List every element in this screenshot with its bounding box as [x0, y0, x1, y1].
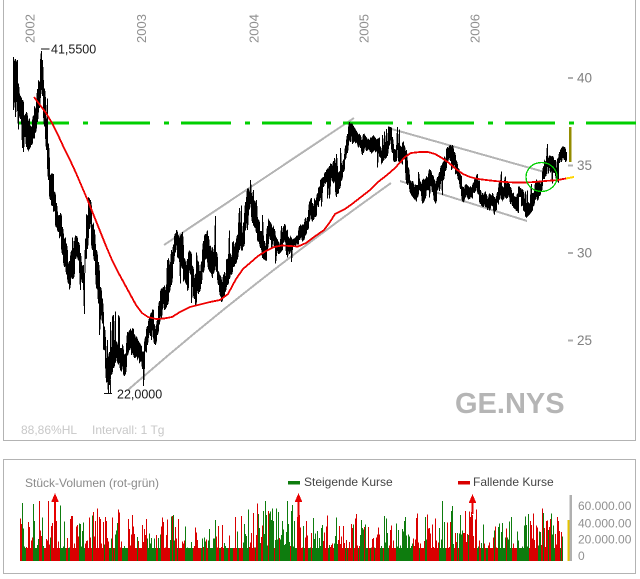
svg-text:Stück-Volumen (rot-grün): Stück-Volumen (rot-grün)	[25, 476, 159, 490]
svg-text:20.000.00: 20.000.00	[578, 533, 632, 547]
svg-text:30: 30	[577, 246, 592, 261]
svg-text:2002: 2002	[23, 14, 38, 43]
svg-text:60.000.00: 60.000.00	[578, 499, 632, 513]
svg-text:40.000.00: 40.000.00	[578, 517, 632, 531]
svg-text:40: 40	[577, 71, 592, 86]
svg-text:88,86%HL: 88,86%HL	[21, 423, 77, 437]
svg-text:0: 0	[578, 549, 585, 563]
svg-text:Steigende Kurse: Steigende Kurse	[304, 475, 393, 489]
svg-text:2004: 2004	[247, 14, 262, 43]
svg-text:2003: 2003	[134, 14, 149, 43]
svg-text:Intervall: 1 Tg: Intervall: 1 Tg	[92, 423, 164, 437]
svg-text:2005: 2005	[357, 14, 372, 43]
svg-text:GE.NYS: GE.NYS	[455, 388, 565, 420]
svg-text:Fallende Kurse: Fallende Kurse	[473, 475, 554, 489]
svg-text:35: 35	[577, 158, 592, 173]
svg-text:22,0000: 22,0000	[117, 388, 162, 402]
svg-text:41,5500: 41,5500	[51, 43, 96, 57]
svg-text:25: 25	[577, 333, 592, 348]
svg-text:2006: 2006	[468, 14, 483, 43]
